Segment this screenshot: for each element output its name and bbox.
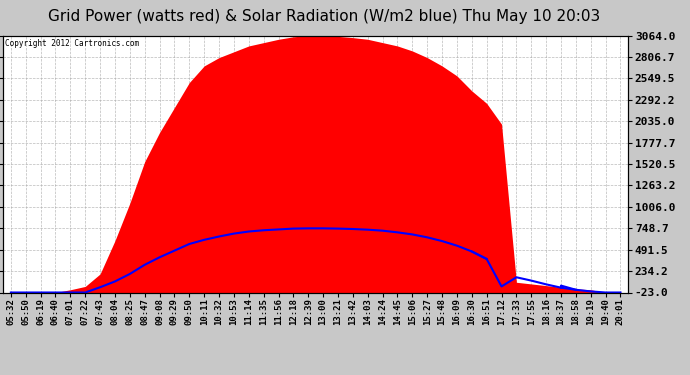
Text: Grid Power (watts red) & Solar Radiation (W/m2 blue) Thu May 10 20:03: Grid Power (watts red) & Solar Radiation…: [48, 9, 600, 24]
Text: Copyright 2012 Cartronics.com: Copyright 2012 Cartronics.com: [5, 39, 139, 48]
